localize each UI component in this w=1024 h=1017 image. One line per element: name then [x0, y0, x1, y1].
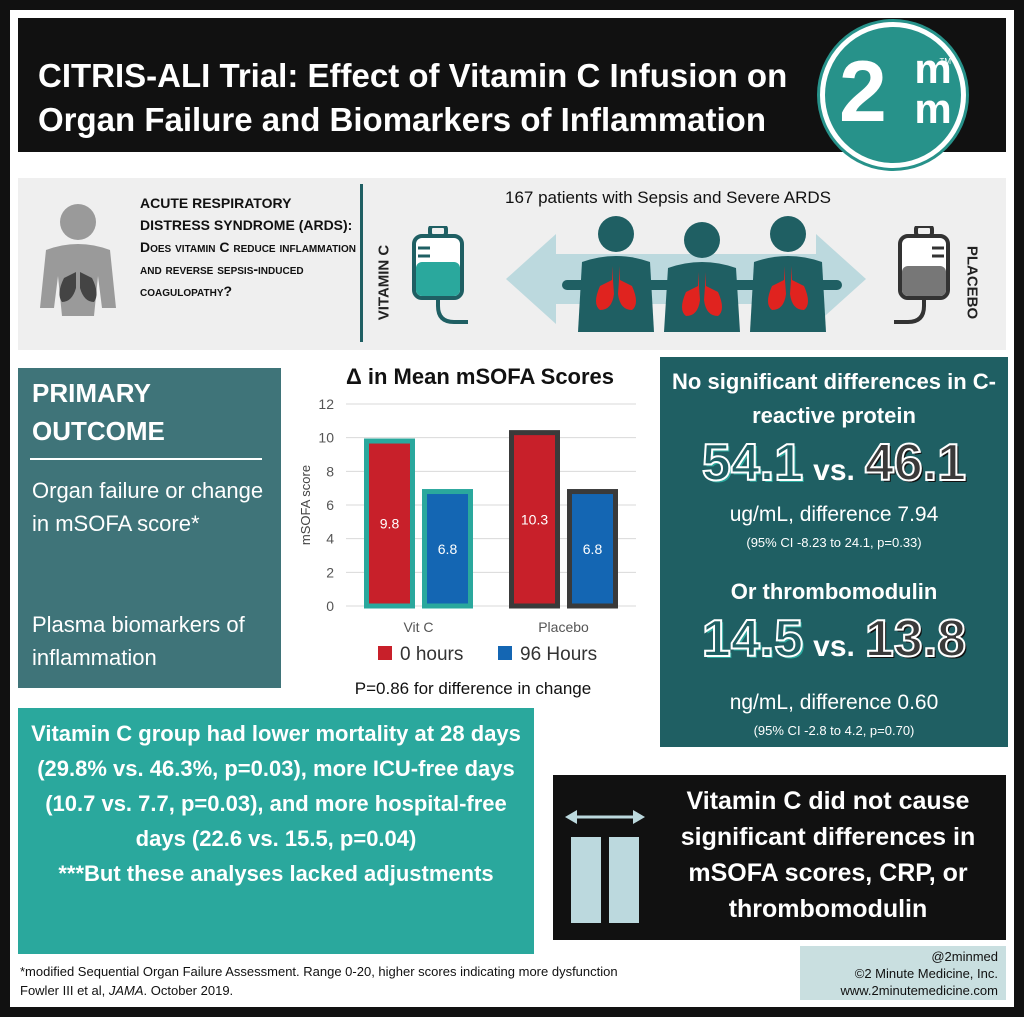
bar: [567, 489, 618, 609]
mortality-text-block: Vitamin C group had lower mortality at 2…: [28, 716, 524, 891]
y-tick-label: 12: [318, 396, 334, 412]
y-tick-label: 6: [326, 497, 334, 513]
tm-vitamin-c-value: 14.5: [701, 609, 804, 669]
y-tick-label: 8: [326, 463, 334, 479]
tm-placebo-value: 13.8: [864, 609, 967, 669]
ards-panel: ACUTE RESPIRATORY DISTRESS SYNDROME (ARD…: [18, 178, 1006, 350]
bar: [364, 438, 415, 609]
tm-unit: ng/mL, difference 0.60: [729, 691, 939, 714]
primary-outcome-panel: PRIMARY OUTCOME Organ failure or change …: [18, 368, 281, 688]
citation-date: . October 2019.: [143, 983, 234, 998]
crp-vs: vs.: [813, 454, 855, 487]
ards-divider: [360, 184, 363, 342]
primary-outcome-divider: [30, 458, 262, 460]
bar-value-label: 6.8: [583, 541, 603, 557]
bar-value-label: 9.8: [380, 516, 400, 532]
logo-digit: 2: [839, 44, 887, 140]
crp-ci: (95% CI -8.23 to 24.1, p=0.33): [746, 535, 922, 550]
primary-outcome-2: Plasma biomarkers of inflammation: [32, 612, 245, 670]
primary-outcome-heading: PRIMARY OUTCOME: [32, 378, 165, 446]
chart-title: Δ in Mean mSOFA Scores: [345, 364, 615, 389]
equal-bars-icon: [565, 810, 645, 923]
social-handle[interactable]: @2minmed: [931, 949, 998, 964]
logo-letters: m m: [913, 48, 953, 132]
biomarker-panel: No significant differences in C-reactive…: [660, 357, 1008, 747]
crp-placebo-value: 46.1: [864, 433, 967, 493]
ards-description: ACUTE RESPIRATORY DISTRESS SYNDROME (ARD…: [140, 192, 360, 302]
citation: Fowler III et al, JAMA. October 2019.: [20, 981, 780, 1000]
tm-ci: (95% CI -2.8 to 4.2, p=0.70): [753, 723, 915, 738]
crp-vitamin-c-value: 54.1: [701, 433, 804, 493]
mortality-text: Vitamin C group had lower mortality at 2…: [31, 721, 521, 851]
y-tick-label: 0: [326, 598, 334, 614]
legend-swatch: [378, 646, 392, 660]
placebo-arm: PLACEBO: [962, 238, 982, 328]
vitamin-c-label: VITAMIN C: [375, 244, 393, 321]
website-link[interactable]: www.2minutemedicine.com: [840, 983, 998, 998]
credit-box: @2minmed ©2 Minute Medicine, Inc. www.2m…: [800, 946, 1006, 1000]
mortality-caveat: ***But these analyses lacked adjustments: [58, 861, 494, 886]
crp-heading: No significant differences in C-reactive…: [672, 369, 996, 428]
crp-unit: ug/mL, difference 7.94: [729, 503, 939, 526]
footnote: *modified Sequential Organ Failure Asses…: [20, 962, 780, 1000]
msofa-bar-chart: 0 2 4 6 8 10 12 mSOFA score 9.8 6.8 Vit C 10.3 6.8 Pl…: [298, 396, 636, 698]
placebo-label: PLACEBO: [963, 245, 981, 320]
tm-values: 14.5 vs. 13.8: [660, 609, 1008, 669]
conclusion-text: Vitamin C did not cause significant diff…: [680, 787, 976, 923]
ards-heading: ACUTE RESPIRATORY DISTRESS SYNDROME (ARD…: [140, 195, 353, 233]
bar: [509, 430, 560, 609]
logo-m-bottom: m: [914, 85, 952, 132]
brand-logo: 2 m m TM: [820, 22, 966, 168]
iv-bag-vitamin-c-icon: [412, 226, 468, 324]
footnote-definition: *modified Sequential Organ Failure Asses…: [20, 964, 618, 979]
x-tick-label: Placebo: [538, 619, 589, 635]
patients-lungs-icon: [562, 216, 842, 332]
chart-note: P=0.86 for difference in change: [355, 679, 591, 698]
legend-label: 0 hours: [400, 644, 463, 665]
person-lungs-icon: [40, 204, 116, 316]
tm-vs: vs.: [813, 630, 855, 663]
y-tick-label: 4: [326, 531, 334, 547]
crp-values: 54.1 vs. 46.1: [660, 433, 1008, 493]
bar-value-label: 6.8: [438, 541, 458, 557]
legend-swatch: [498, 646, 512, 660]
y-tick-label: 2: [326, 564, 334, 580]
patient-count: 167 patients with Sepsis and Severe ARDS: [504, 188, 832, 207]
page-title: CITRIS-ALI Trial: Effect of Vitamin C In…: [38, 57, 788, 138]
citation-journal: JAMA: [108, 983, 144, 998]
logo-m-top: m: [914, 45, 952, 92]
bar: [422, 489, 473, 609]
iv-bag-placebo-icon: [894, 226, 950, 324]
bar-value-label: 10.3: [521, 511, 548, 527]
mortality-panel: Vitamin C group had lower mortality at 2…: [18, 708, 534, 954]
conclusion-panel: Vitamin C did not cause significant diff…: [553, 775, 1006, 940]
primary-outcome-1: Organ failure or change in mSOFA score*: [32, 478, 264, 536]
y-axis-label: mSOFA score: [298, 465, 313, 545]
ards-question: Does vitamin C reduce inflammation and r…: [140, 239, 356, 299]
logo-trademark: TM: [939, 57, 951, 66]
thrombomodulin-heading: Or thrombomodulin: [730, 579, 938, 604]
legend-label: 96 Hours: [520, 644, 597, 665]
copyright: ©2 Minute Medicine, Inc.: [854, 966, 998, 981]
vitamin-c-arm: VITAMIN C: [374, 238, 394, 328]
y-tick-label: 10: [318, 430, 334, 446]
citation-authors: Fowler III et al,: [20, 983, 109, 998]
x-tick-label: Vit C: [403, 619, 433, 635]
